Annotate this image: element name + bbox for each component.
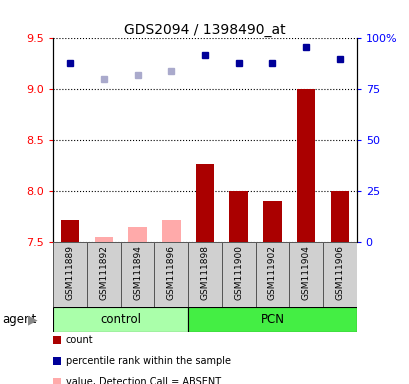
Text: agent: agent	[2, 313, 36, 326]
Text: GSM111889: GSM111889	[65, 245, 74, 300]
Bar	[195, 164, 214, 242]
Bar	[296, 89, 315, 242]
Text: value, Detection Call = ABSENT: value, Detection Call = ABSENT	[65, 377, 220, 384]
Text: GSM111902: GSM111902	[267, 245, 276, 300]
Bar	[322, 242, 356, 307]
Bar	[53, 242, 87, 307]
Bar	[188, 242, 221, 307]
Text: percentile rank within the sample: percentile rank within the sample	[65, 356, 230, 366]
Bar	[94, 237, 113, 242]
Text: count: count	[65, 335, 93, 345]
Text: PCN: PCN	[260, 313, 284, 326]
Text: GSM111900: GSM111900	[234, 245, 243, 300]
Text: GSM111896: GSM111896	[166, 245, 175, 300]
Bar	[162, 220, 180, 242]
Bar	[221, 242, 255, 307]
Bar	[53, 307, 188, 332]
Text: control: control	[100, 313, 141, 326]
Bar	[87, 242, 120, 307]
Bar	[61, 220, 79, 242]
Text: GSM111898: GSM111898	[200, 245, 209, 300]
Text: ▶: ▶	[28, 313, 37, 326]
Bar	[188, 307, 356, 332]
Text: GSM111892: GSM111892	[99, 245, 108, 300]
Text: GSM111904: GSM111904	[301, 245, 310, 300]
Bar	[120, 242, 154, 307]
Text: GSM111894: GSM111894	[133, 245, 142, 300]
Bar	[289, 242, 322, 307]
Bar	[128, 227, 146, 242]
Bar	[330, 191, 348, 242]
Bar	[154, 242, 188, 307]
Bar	[229, 191, 247, 242]
Bar	[263, 201, 281, 242]
Title: GDS2094 / 1398490_at: GDS2094 / 1398490_at	[124, 23, 285, 37]
Text: GSM111906: GSM111906	[335, 245, 344, 300]
Bar	[255, 242, 289, 307]
